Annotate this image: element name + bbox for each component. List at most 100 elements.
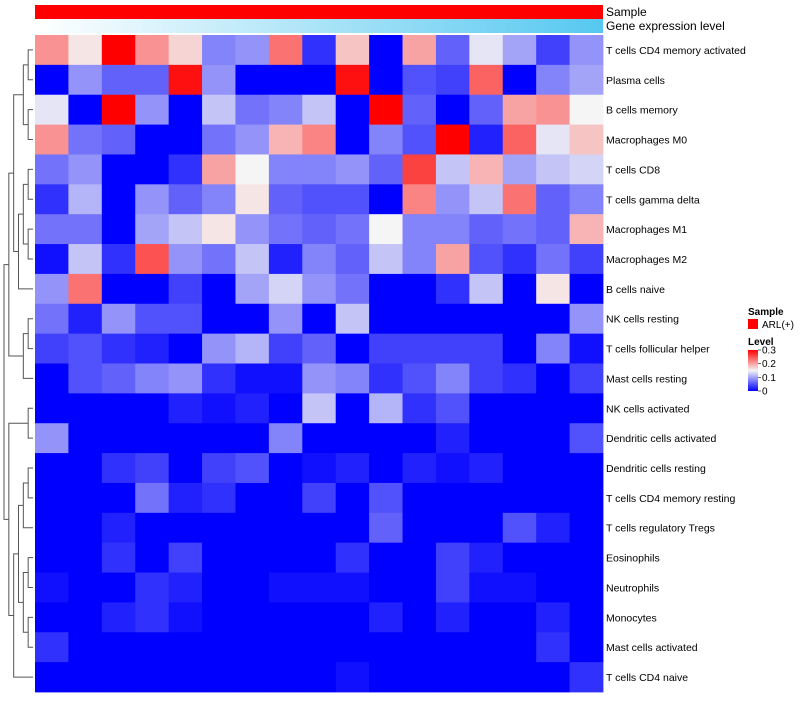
heatmap-cell (335, 632, 370, 663)
heatmap-cell (235, 393, 270, 424)
heatmap-cell (536, 35, 570, 66)
row-label: T cells regulatory Tregs (606, 523, 715, 535)
heatmap-cell (569, 214, 604, 245)
heatmap-cell (469, 333, 504, 364)
heatmap-cell (235, 94, 270, 125)
heatmap-cell (402, 303, 437, 335)
heatmap-cell (369, 214, 403, 245)
heatmap-cell (35, 453, 69, 484)
row-label: T cells CD4 memory resting (606, 493, 735, 505)
heatmap-cell (302, 512, 337, 544)
heatmap-cell (569, 303, 604, 335)
heatmap-cell (302, 602, 337, 633)
heatmap-cell (569, 423, 604, 454)
heatmap-cell (469, 453, 504, 484)
heatmap-cell (68, 214, 103, 245)
heatmap-cell (469, 482, 504, 514)
heatmap-cell (168, 64, 203, 96)
heatmap-cell (268, 273, 303, 305)
heatmap-cell (168, 35, 203, 66)
heatmap-cell (35, 273, 69, 305)
heatmap-cell (536, 94, 570, 125)
heatmap-cell (235, 124, 270, 155)
heatmap-cell (168, 363, 203, 394)
heatmap-cell (369, 273, 403, 305)
heatmap-cell (369, 602, 403, 633)
heatmap-cell (536, 124, 570, 155)
heatmap-cell (502, 333, 537, 364)
heatmap-cell (435, 273, 470, 305)
heatmap-cell (435, 393, 470, 424)
heatmap-cell (268, 35, 303, 66)
heatmap-cell (502, 662, 537, 693)
heatmap-cell (268, 423, 303, 454)
heatmap-cell (335, 303, 370, 335)
heatmap-cell (335, 453, 370, 484)
heatmap-cell (569, 393, 604, 424)
heatmap-cell (469, 363, 504, 394)
heatmap-cell (268, 363, 303, 394)
heatmap-cell (101, 632, 136, 663)
heatmap-cell (168, 602, 203, 633)
heatmap-cell (68, 184, 103, 215)
heatmap-cell (435, 35, 470, 66)
heatmap-cell (268, 512, 303, 544)
legend-level-colorbar (748, 350, 758, 391)
row-label: NK cells activated (606, 403, 690, 415)
heatmap-cell (369, 64, 403, 96)
heatmap-cell (101, 662, 136, 693)
heatmap-cell (202, 393, 236, 424)
heatmap-cell (469, 124, 504, 155)
heatmap-cell (101, 572, 136, 603)
heatmap-cell (202, 154, 236, 185)
heatmap-cell (402, 423, 437, 454)
heatmap-cell (68, 363, 103, 394)
heatmap-cell (101, 244, 136, 275)
heatmap-cell (135, 453, 170, 484)
heatmap-cell (335, 572, 370, 603)
heatmap-cell (569, 35, 604, 66)
heatmap-cell (68, 512, 103, 544)
heatmap-cell (569, 572, 604, 603)
heatmap-cell (202, 602, 236, 633)
row-label: Mast cells resting (606, 373, 687, 385)
heatmap-cell (168, 154, 203, 185)
heatmap-cell (68, 94, 103, 125)
heatmap-cell (302, 303, 337, 335)
heatmap-cell (135, 512, 170, 544)
heatmap-cell (402, 393, 437, 424)
heatmap-cell (469, 542, 504, 573)
heatmap-cell (536, 64, 570, 96)
heatmap-cell (35, 333, 69, 364)
dendrogram-branch (27, 407, 33, 439)
heatmap-cell (569, 94, 604, 125)
heatmap-cell (268, 632, 303, 663)
heatmap-cell (68, 453, 103, 484)
heatmap-cell (502, 184, 537, 215)
dendrogram-branch (27, 616, 33, 648)
heatmap-cell (35, 542, 69, 573)
heatmap-cell (435, 214, 470, 245)
heatmap-cell (402, 662, 437, 693)
heatmap-cell (202, 482, 236, 514)
heatmap-cell (35, 94, 69, 125)
row-label: T cells CD8 (606, 164, 660, 176)
heatmap-cell (168, 244, 203, 275)
row-label: T cells CD4 naive (606, 672, 688, 684)
heatmap-cell (135, 363, 170, 394)
heatmap-cell (536, 482, 570, 514)
heatmap-cell (469, 184, 504, 215)
heatmap-cell (302, 363, 337, 394)
heatmap-cell (335, 602, 370, 633)
heatmap-cell (502, 64, 537, 96)
heatmap-cell (469, 632, 504, 663)
heatmap-cell (268, 214, 303, 245)
heatmap-cell (35, 184, 69, 215)
heatmap-cell (101, 94, 136, 125)
heatmap-cells (35, 35, 604, 693)
heatmap-cell (335, 662, 370, 693)
legend-level-tick-label: 0.3 (762, 346, 776, 357)
row-label: Monocytes (606, 612, 657, 624)
heatmap-cell (536, 214, 570, 245)
heatmap-cell (335, 214, 370, 245)
